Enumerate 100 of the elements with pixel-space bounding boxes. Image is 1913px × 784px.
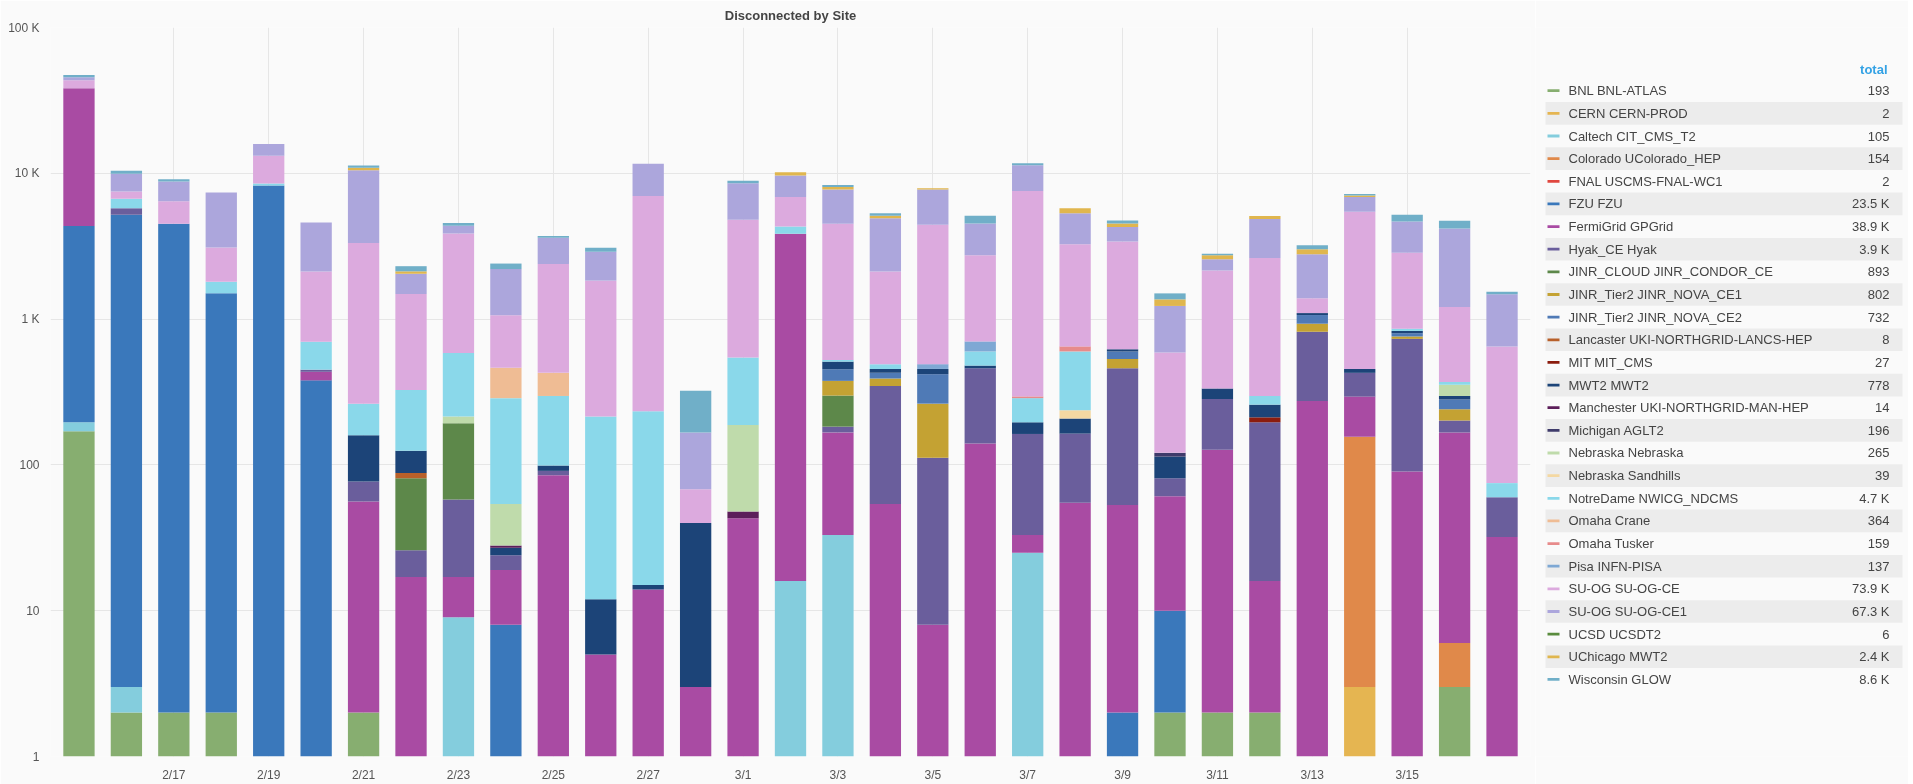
bar: [442, 416, 475, 424]
bar: [442, 225, 475, 234]
bar: [774, 580, 807, 757]
bar: [727, 183, 759, 220]
legend-label: Manchester UKI-NORTHGRID-MAN-HEP: [1568, 400, 1809, 416]
bar: [1012, 165, 1044, 191]
text: 802: [1867, 287, 1890, 303]
bar: [300, 222, 332, 272]
bar: [822, 395, 854, 427]
bar: [1012, 190, 1044, 397]
x-tick-label: 2/25: [541, 767, 566, 782]
bar: [490, 555, 522, 571]
legend-label: FZU FZU: [1568, 196, 1623, 212]
bar: [1249, 712, 1281, 757]
bar: [917, 374, 949, 404]
bar: [490, 624, 522, 757]
bar: [917, 368, 949, 375]
bar: [1438, 432, 1471, 644]
bar: [158, 223, 190, 713]
bar: [585, 280, 617, 417]
text: 8: [1882, 332, 1890, 348]
bar: [632, 589, 664, 757]
bar: [537, 372, 569, 396]
bar: [490, 570, 522, 625]
bar: [1486, 294, 1518, 347]
bar: [1486, 497, 1518, 538]
bar: [917, 624, 949, 757]
bar: [1154, 496, 1186, 611]
bar: [1012, 433, 1044, 536]
text: 67.3 K: [1851, 603, 1890, 619]
bar: [205, 192, 237, 248]
legend-label: Hyak_CE Hyak: [1568, 241, 1658, 257]
bar: [537, 465, 569, 471]
bar: [585, 654, 617, 757]
x-tick-label: 3/1: [734, 767, 752, 782]
text: 2: [1882, 105, 1890, 121]
bar: [1249, 417, 1281, 423]
bar: [1106, 226, 1139, 242]
bar: [679, 432, 712, 490]
bar: [205, 247, 237, 282]
text: 196: [1867, 422, 1890, 438]
bar: [1201, 270, 1234, 389]
bar: [964, 368, 996, 444]
bar: [347, 403, 380, 436]
bar: [1106, 349, 1139, 352]
bar: [1106, 351, 1139, 360]
bar: [679, 522, 712, 687]
legend-title: total: [1860, 61, 1888, 77]
y-tick-label: 10 K: [14, 166, 40, 181]
bar: [1012, 422, 1044, 434]
legend-label: Nebraska Sandhills: [1568, 468, 1681, 484]
bar: [490, 503, 522, 546]
bar: [585, 416, 617, 600]
bar: [1391, 338, 1423, 472]
bar: [1249, 580, 1281, 713]
bar: [632, 411, 664, 586]
bar: [63, 225, 95, 423]
bar: [1201, 255, 1234, 260]
bar: [490, 263, 522, 270]
bar: [869, 378, 902, 386]
bar: [1059, 244, 1091, 347]
bar: [1438, 382, 1471, 385]
legend-label: Omaha Tusker: [1568, 536, 1655, 552]
bar: [822, 380, 854, 396]
x-tick-label: 3/3: [829, 767, 847, 782]
bar: [253, 155, 285, 184]
x-tick-label: 2/17: [162, 767, 186, 782]
bar: [1438, 220, 1471, 229]
bar: [300, 371, 332, 381]
legend-label: Michigan AGLT2: [1568, 422, 1664, 438]
bar: [395, 472, 427, 479]
text: 39: [1875, 468, 1890, 484]
text: 23.5 K: [1851, 196, 1890, 212]
bar: [442, 577, 475, 618]
bar: [632, 585, 664, 590]
bar: [964, 255, 996, 342]
x-tick-label: 2/23: [446, 767, 471, 782]
legend-label: SU-OG SU-OG-CE: [1568, 581, 1681, 597]
bar: [822, 223, 854, 360]
x-tick-label: 3/7: [1019, 767, 1037, 782]
text: 265: [1867, 445, 1890, 461]
bar: [253, 143, 285, 156]
text: 4.7 K: [1859, 490, 1890, 506]
legend-label: NotreDame NWICG_NDCMS: [1568, 490, 1739, 506]
legend-label: Caltech CIT_CMS_T2: [1568, 128, 1696, 144]
bar: [1438, 399, 1471, 410]
bar: [63, 422, 95, 432]
bar: [442, 423, 475, 500]
bar: [1106, 505, 1139, 713]
text: 364: [1867, 513, 1890, 529]
bar: [395, 294, 427, 391]
x-tick-label: 3/15: [1395, 767, 1420, 782]
bar: [1344, 372, 1376, 397]
bar: [395, 271, 427, 274]
bar: [442, 353, 475, 417]
legend-label: Omaha Crane: [1568, 513, 1651, 529]
bar: [1486, 346, 1518, 484]
bar: [1486, 537, 1518, 757]
text: 159: [1867, 536, 1890, 552]
bar: [300, 271, 332, 342]
